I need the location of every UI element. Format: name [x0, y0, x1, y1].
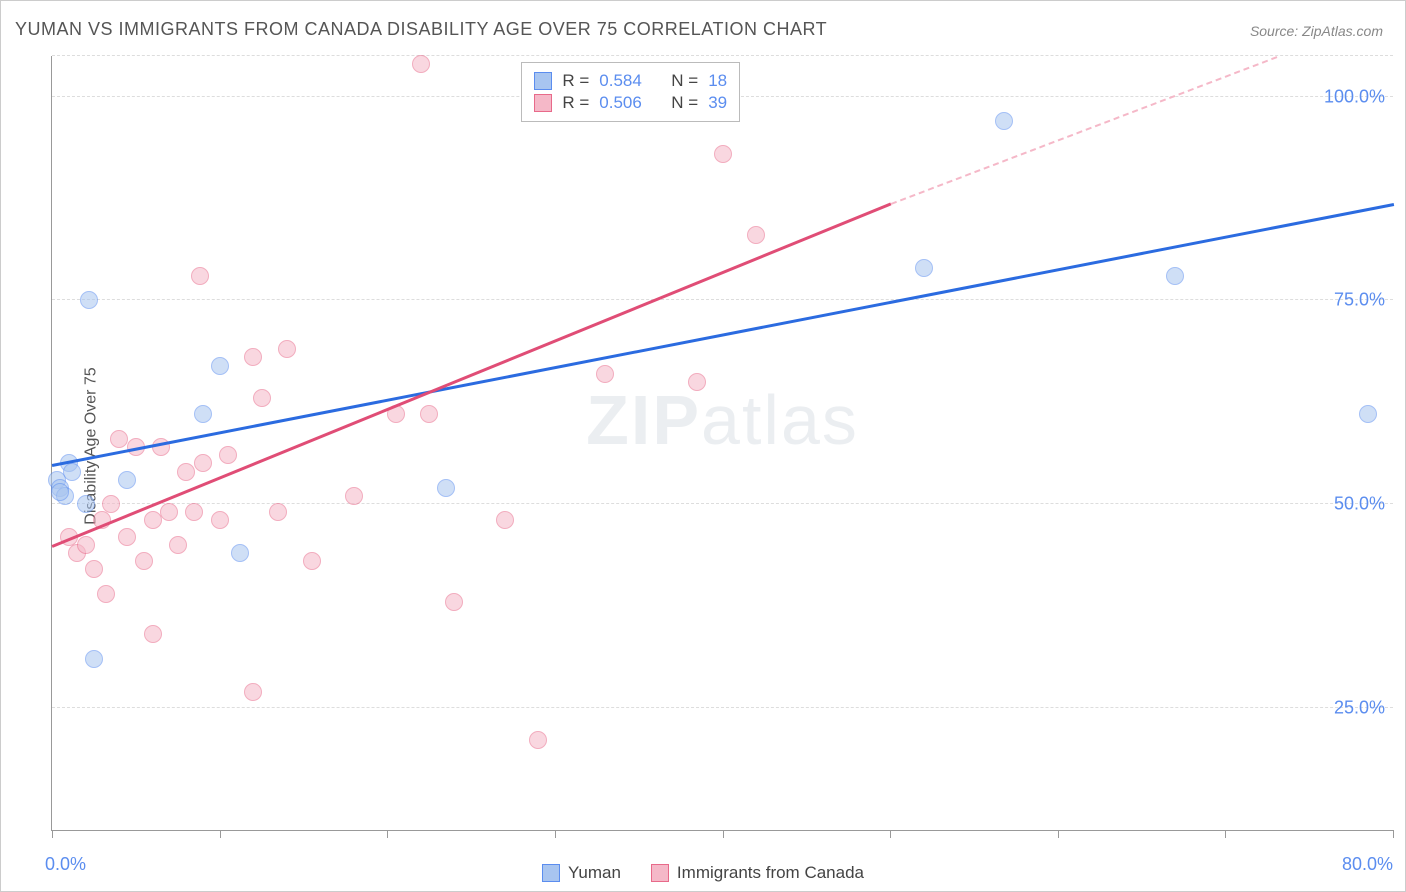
data-point [191, 267, 209, 285]
swatch-icon [534, 72, 552, 90]
data-point [169, 536, 187, 554]
data-point [303, 552, 321, 570]
legend-r-value: 0.584 [599, 71, 642, 91]
data-point [244, 683, 262, 701]
data-point [496, 511, 514, 529]
legend-r-value: 0.506 [599, 93, 642, 113]
y-tick-label: 75.0% [1334, 290, 1385, 311]
data-point [135, 552, 153, 570]
swatch-icon [651, 864, 669, 882]
data-point [747, 226, 765, 244]
data-point [995, 112, 1013, 130]
x-tick [220, 830, 221, 838]
chart-title: YUMAN VS IMMIGRANTS FROM CANADA DISABILI… [15, 19, 827, 40]
data-point [51, 483, 69, 501]
data-point [278, 340, 296, 358]
data-point [63, 463, 81, 481]
data-point [177, 463, 195, 481]
trend-line [52, 203, 1394, 467]
y-tick-label: 50.0% [1334, 494, 1385, 515]
gridline [52, 503, 1393, 504]
swatch-icon [534, 94, 552, 112]
x-tick [890, 830, 891, 838]
legend-n-value: 39 [708, 93, 727, 113]
data-point [915, 259, 933, 277]
data-point [345, 487, 363, 505]
trend-line [52, 203, 892, 548]
legend-label: Yuman [568, 863, 621, 883]
x-tick-label: 0.0% [45, 854, 86, 875]
legend-n-value: 18 [708, 71, 727, 91]
data-point [194, 454, 212, 472]
data-point [1166, 267, 1184, 285]
legend-row: R = 0.584 N = 18 [534, 71, 727, 91]
gridline [52, 707, 1393, 708]
data-point [77, 536, 95, 554]
data-point [688, 373, 706, 391]
data-point [85, 560, 103, 578]
chart-container: YUMAN VS IMMIGRANTS FROM CANADA DISABILI… [0, 0, 1406, 892]
legend-r-label: R = [562, 71, 589, 91]
data-point [144, 625, 162, 643]
data-point [118, 528, 136, 546]
legend-n-label: N = [671, 93, 698, 113]
data-point [144, 511, 162, 529]
data-point [185, 503, 203, 521]
x-tick [1225, 830, 1226, 838]
data-point [244, 348, 262, 366]
data-point [102, 495, 120, 513]
watermark: ZIPatlas [586, 380, 859, 460]
data-point [412, 55, 430, 73]
legend-n-label: N = [671, 71, 698, 91]
x-tick [1393, 830, 1394, 838]
gridline [52, 55, 1393, 56]
x-tick [723, 830, 724, 838]
legend-label: Immigrants from Canada [677, 863, 864, 883]
x-tick [1058, 830, 1059, 838]
data-point [85, 650, 103, 668]
data-point [211, 357, 229, 375]
data-point [77, 495, 95, 513]
data-point [437, 479, 455, 497]
data-point [211, 511, 229, 529]
plot-area: ZIPatlas 25.0% 50.0% 75.0% 100.0% R = 0.584 … [51, 56, 1393, 831]
x-tick [387, 830, 388, 838]
x-tick-label: 80.0% [1342, 854, 1393, 875]
source-label: Source: ZipAtlas.com [1250, 23, 1383, 39]
data-point [110, 430, 128, 448]
swatch-icon [542, 864, 560, 882]
data-point [269, 503, 287, 521]
data-point [714, 145, 732, 163]
data-point [118, 471, 136, 489]
legend-bottom: Yuman Immigrants from Canada [542, 863, 864, 883]
data-point [420, 405, 438, 423]
data-point [97, 585, 115, 603]
y-tick-label: 100.0% [1324, 86, 1385, 107]
legend-row: R = 0.506 N = 39 [534, 93, 727, 113]
data-point [529, 731, 547, 749]
legend-r-label: R = [562, 93, 589, 113]
data-point [160, 503, 178, 521]
data-point [194, 405, 212, 423]
data-point [231, 544, 249, 562]
data-point [596, 365, 614, 383]
legend-item-immigrants: Immigrants from Canada [651, 863, 864, 883]
data-point [80, 291, 98, 309]
data-point [253, 389, 271, 407]
data-point [1359, 405, 1377, 423]
legend-stats: R = 0.584 N = 18R = 0.506 N = 39 [521, 62, 740, 122]
trend-line [890, 56, 1277, 205]
legend-item-yuman: Yuman [542, 863, 621, 883]
y-tick-label: 25.0% [1334, 697, 1385, 718]
data-point [219, 446, 237, 464]
gridline [52, 299, 1393, 300]
data-point [445, 593, 463, 611]
x-tick [52, 830, 53, 838]
x-tick [555, 830, 556, 838]
